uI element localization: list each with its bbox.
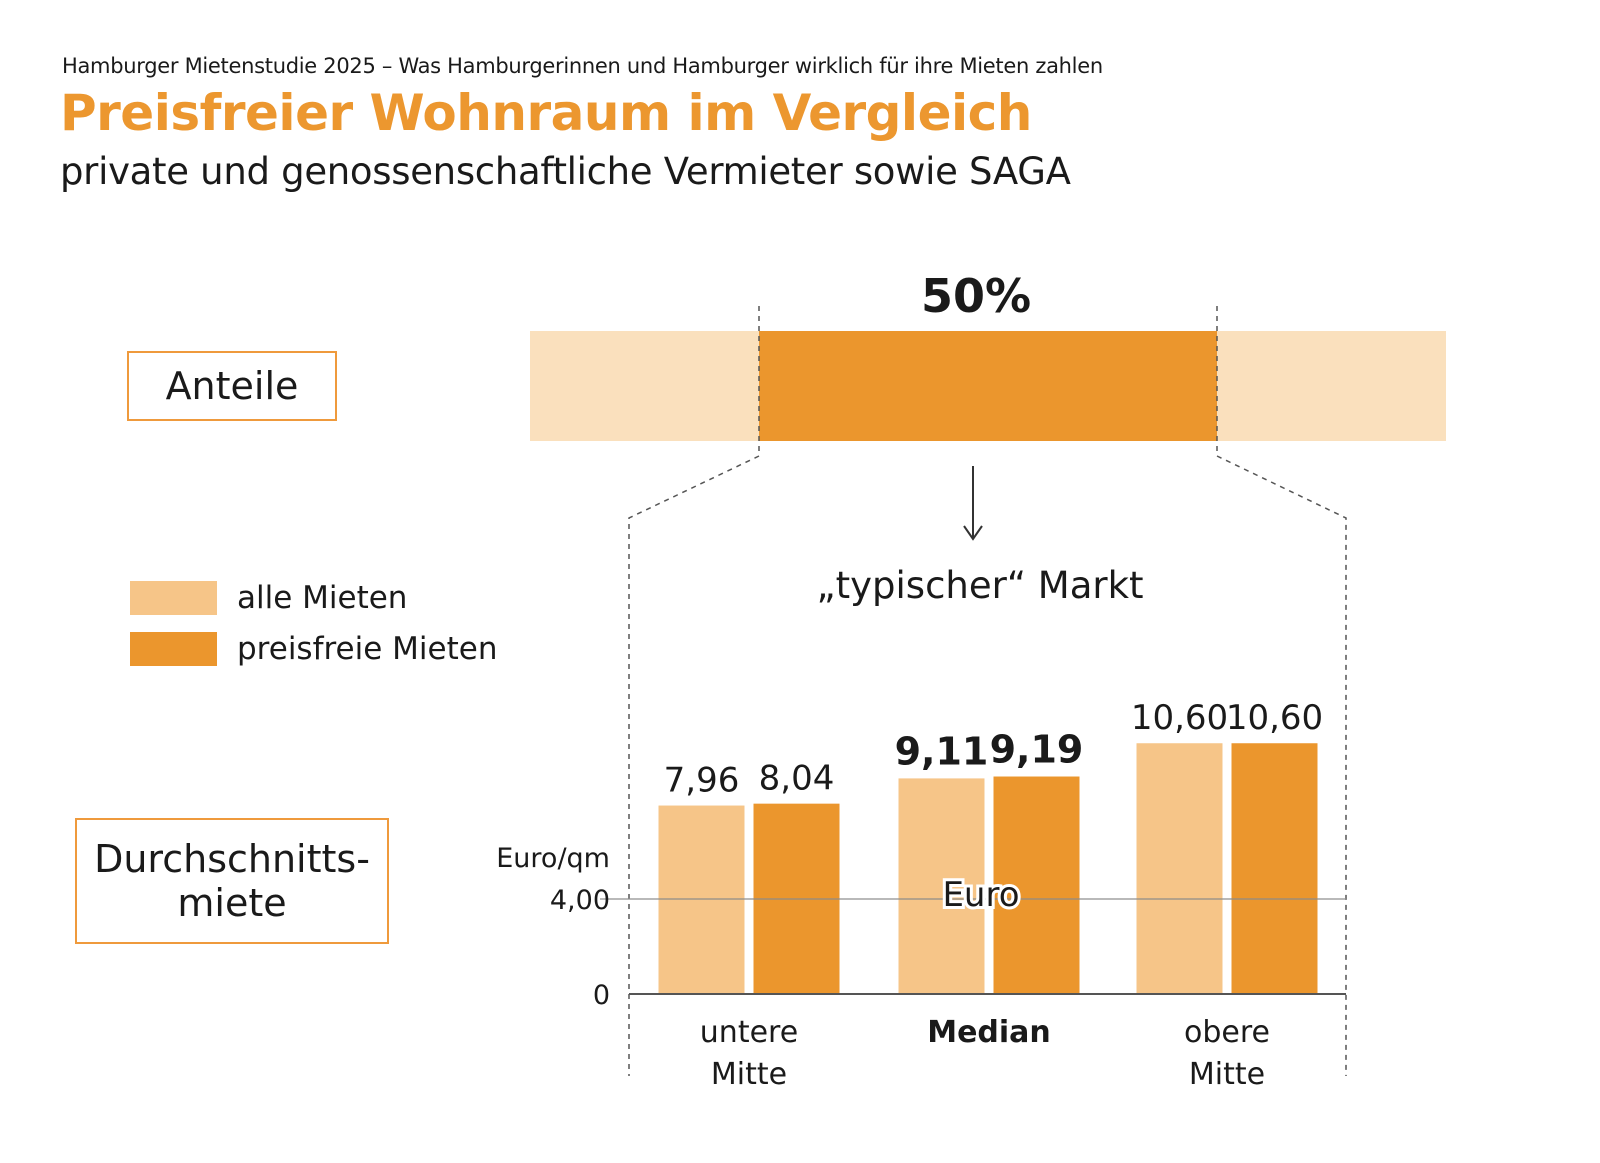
legend-label: preisfreie Mieten	[237, 631, 498, 667]
value-label: 8,04	[759, 759, 835, 799]
share-bar	[530, 331, 1446, 441]
legend-item-preisfreie-mieten: preisfreie Mieten	[130, 631, 497, 667]
supertitle: Hamburger Mietenstudie 2025 – Was Hambur…	[62, 54, 1103, 78]
durchschnittsmiete-label-line2: miete	[177, 881, 287, 925]
durchschnittsmiete-label-box: Durchschnitts- miete	[75, 818, 389, 944]
category-label: Median	[927, 1015, 1051, 1050]
y-axis-label: Euro/qm	[496, 843, 610, 874]
share-segment-1	[759, 331, 1217, 441]
typischer-markt-label: „typischer“ Markt	[816, 564, 1143, 607]
axis: untere Mitte Median obere Mitte 0 4,00 Euro/qm E…	[496, 843, 1346, 1092]
bar-alle-mieten-2	[1136, 743, 1223, 994]
down-arrow-icon	[963, 466, 983, 541]
share-percent-label: 50%	[921, 269, 1031, 323]
value-label: 10,60	[1226, 698, 1323, 738]
legend-item-alle-mieten: alle Mieten	[130, 580, 407, 616]
legend-label: alle Mieten	[237, 580, 408, 616]
category-label-line2: Mitte	[711, 1057, 787, 1092]
bar-alle-mieten-1	[898, 778, 985, 994]
share-segment-2	[1217, 331, 1446, 441]
durchschnittsmiete-label-line1: Durchschnitts-	[94, 837, 370, 881]
y-tick-label: 0	[593, 980, 610, 1011]
category-label-line2: Mitte	[1189, 1057, 1265, 1092]
dashed-connector-left	[628, 306, 760, 1076]
share-segment-0	[530, 331, 759, 441]
value-label: 9,11	[895, 729, 989, 773]
legend-swatch-preisfreie-mieten	[130, 632, 217, 666]
bar-preisfreie-mieten-1	[993, 776, 1080, 994]
category-label: untere	[700, 1015, 798, 1050]
y-tick-label: 4,00	[550, 885, 610, 916]
value-label: 9,19	[990, 728, 1084, 772]
value-label: 10,60	[1131, 698, 1228, 738]
dashed-connector-right	[1216, 306, 1347, 1076]
dashed-connectors	[628, 306, 1347, 1076]
page-title: Preisfreier Wohnraum im Vergleich	[60, 84, 1032, 142]
page-subtitle: private und genossenschaftliche Vermiete…	[60, 150, 1071, 193]
anteile-label-box: Anteile	[127, 351, 337, 421]
bar-preisfreie-mieten-2	[1231, 743, 1318, 994]
anteile-label: Anteile	[165, 364, 299, 408]
axis-break-note: Euro	[942, 875, 1019, 915]
legend-swatch-alle-mieten	[130, 581, 217, 615]
category-label: obere	[1184, 1015, 1270, 1050]
value-label: 7,96	[664, 761, 740, 801]
